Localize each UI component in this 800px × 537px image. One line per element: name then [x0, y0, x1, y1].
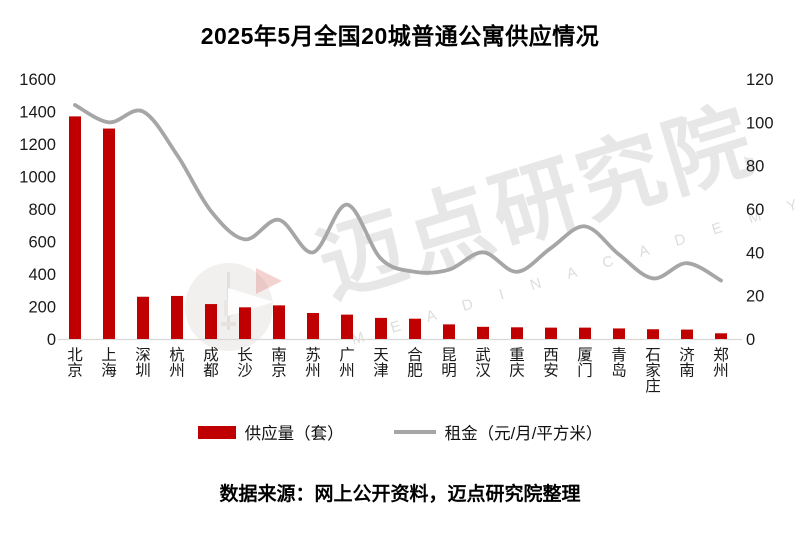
x-axis-label: 合肥	[407, 346, 423, 380]
supply-bar	[341, 314, 353, 339]
supply-bar	[171, 295, 183, 339]
supply-bar	[239, 307, 251, 339]
left-axis-tick: 0	[47, 331, 56, 349]
left-axis-tick: 1400	[19, 104, 56, 122]
left-axis-tick: 600	[28, 234, 56, 252]
line-swatch-icon	[393, 430, 436, 434]
legend-label-rent: 租金（元/月/平方米）	[444, 425, 603, 443]
bar-swatch-icon	[197, 425, 236, 439]
x-axis-label: 昆明	[441, 347, 457, 380]
x-axis-label: 石家庄	[645, 347, 661, 395]
supply-bar	[681, 329, 693, 339]
x-axis-label: 上海	[101, 346, 117, 380]
right-axis-tick: 20	[746, 288, 764, 306]
x-axis-label: 南京	[271, 346, 287, 380]
legend-item-supply: 供应量（套）	[197, 420, 344, 444]
supply-bar	[69, 116, 81, 339]
right-axis-tick: 120	[746, 71, 774, 89]
rent-line	[73, 103, 723, 283]
supply-bar	[307, 313, 319, 339]
supply-bar	[409, 318, 421, 339]
x-axis-label: 重庆	[509, 346, 525, 380]
supply-bar	[205, 304, 217, 339]
right-axis-tick: 100	[746, 114, 774, 132]
right-axis-tick: 40	[746, 244, 764, 262]
x-axis-label: 成都	[203, 346, 219, 380]
left-axis-tick: 1600	[19, 71, 56, 89]
chart-legend: 供应量（套） 租金（元/月/平方米）	[0, 420, 800, 444]
x-axis-label: 广州	[339, 346, 355, 380]
right-axis-tick: 60	[746, 201, 764, 219]
supply-bar	[103, 128, 115, 339]
supply-bar	[647, 329, 659, 339]
x-axis-label: 青岛	[611, 346, 627, 380]
x-axis-label: 北京	[67, 346, 83, 380]
left-axis-tick: 800	[28, 201, 56, 219]
legend-item-rent: 租金（元/月/平方米）	[393, 420, 603, 444]
x-axis-label: 济南	[679, 346, 695, 380]
supply-bar	[273, 305, 285, 339]
supply-bar	[137, 296, 149, 339]
x-axis-label: 深圳	[135, 346, 151, 380]
left-axis-tick: 1000	[19, 169, 56, 187]
supply-bar	[715, 333, 727, 339]
x-axis-label: 武汉	[475, 346, 491, 380]
data-source-note: 数据来源：网上公开资料，迈点研究院整理	[219, 484, 581, 505]
x-axis-label: 厦门	[577, 347, 593, 380]
x-axis-label: 郑州	[713, 346, 729, 380]
x-axis-label: 杭州	[169, 346, 185, 380]
supply-bar	[511, 327, 523, 339]
supply-bar	[443, 324, 455, 339]
left-axis-tick: 400	[28, 266, 56, 284]
x-axis-label: 西安	[543, 347, 559, 380]
right-axis-tick: 80	[746, 158, 764, 176]
x-axis-label: 苏州	[305, 346, 321, 380]
legend-label-supply: 供应量（套）	[244, 425, 344, 443]
supply-bar	[375, 317, 387, 339]
supply-bar	[545, 327, 557, 339]
supply-bar	[477, 326, 489, 339]
chart-title: 2025年5月全国20城普通公寓供应情况	[200, 23, 600, 49]
supply-bar	[613, 328, 625, 339]
x-axis-label: 长沙	[237, 346, 253, 380]
left-axis-tick: 1200	[19, 136, 56, 154]
supply-bar	[579, 327, 591, 339]
right-axis-tick: 0	[746, 331, 755, 349]
x-axis-label: 天津	[373, 347, 389, 380]
left-axis-tick: 200	[28, 299, 56, 317]
